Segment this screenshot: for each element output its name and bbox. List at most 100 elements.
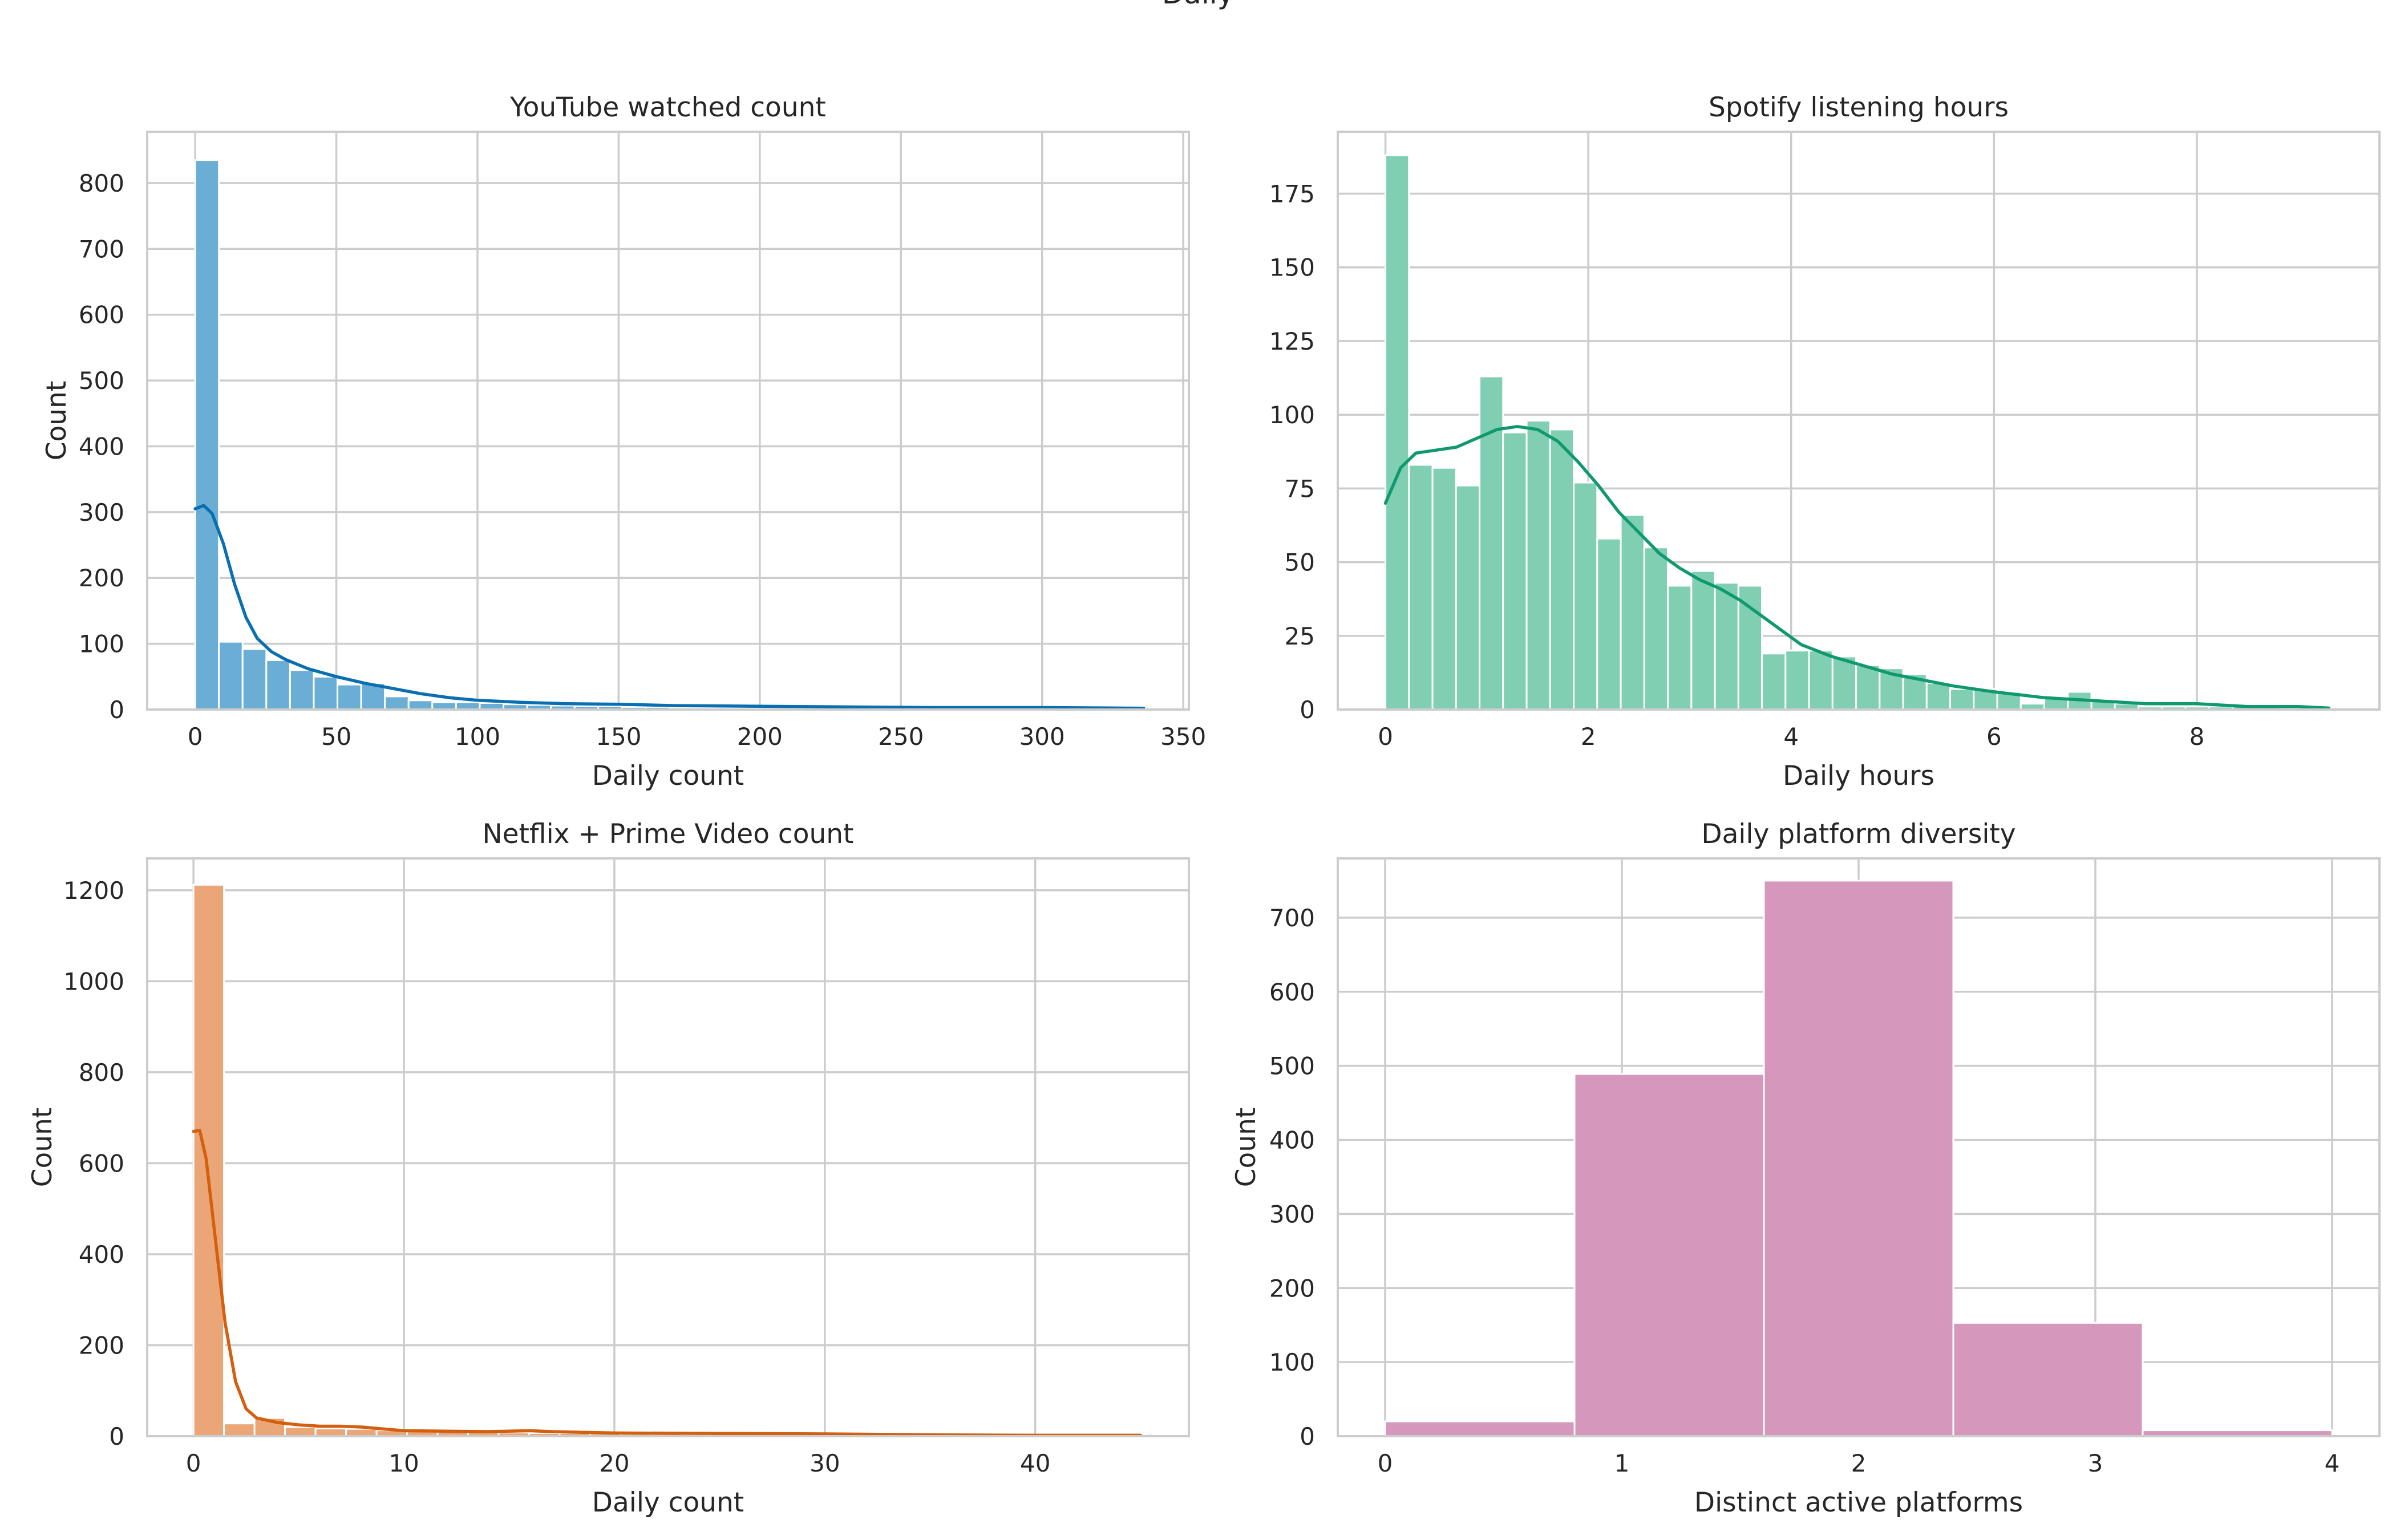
axes-frame: [146, 131, 1190, 711]
histogram-bar: [1952, 1322, 2144, 1437]
y-tick-label: 50: [1285, 549, 1315, 577]
x-tick-label: 1: [1614, 1449, 1630, 1477]
y-tick-label: 600: [79, 301, 124, 329]
histogram-bar: [337, 683, 362, 711]
histogram-bar: [1573, 1073, 1765, 1437]
histogram-bar: [314, 1427, 347, 1437]
kde-line: [193, 504, 1146, 710]
y-tick-label: 0: [1300, 1423, 1315, 1450]
bars: [192, 884, 1140, 1437]
y-tick-label: 75: [1285, 475, 1315, 502]
y-tick-label: 100: [1269, 1348, 1315, 1376]
histogram-bar: [1784, 650, 1810, 711]
figure-suptitle: Daily: [1162, 0, 1235, 10]
y-tick-label: 125: [1269, 327, 1315, 355]
x-tick-label: 200: [737, 723, 783, 751]
y-tick-label: 0: [1300, 696, 1315, 724]
histogram-bar: [1549, 428, 1575, 711]
histogram-bar: [1596, 537, 1622, 711]
histogram-bar: [1643, 546, 1669, 711]
y-axis-label: Count: [41, 381, 72, 461]
y-tick-label: 400: [1269, 1126, 1315, 1154]
histogram-bar: [1502, 431, 1528, 711]
y-tick-label: 200: [1269, 1274, 1315, 1302]
axes-frame: [146, 857, 1190, 1437]
y-tick-label: 1000: [63, 967, 124, 995]
y-tick-label: 300: [79, 499, 124, 526]
y-tick-label: 100: [1269, 401, 1315, 429]
y-tick-label: 400: [79, 432, 124, 460]
x-tick-label: 8: [2189, 723, 2205, 751]
y-tick-label: 200: [79, 1331, 124, 1359]
kde-line: [1383, 425, 2330, 710]
histogram-bar: [384, 695, 410, 711]
y-tick-label: 400: [79, 1241, 124, 1269]
x-tick-label: 20: [599, 1449, 629, 1477]
bars: [1385, 154, 2281, 711]
y-tick-label: 1200: [63, 877, 124, 905]
y-tick-label: 300: [1269, 1200, 1315, 1228]
y-tick-label: 500: [1269, 1052, 1315, 1080]
x-tick-label: 300: [1019, 723, 1065, 751]
y-tick-label: 600: [1269, 978, 1315, 1006]
histogram-bar: [284, 1426, 317, 1437]
x-tick-label: 3: [2088, 1449, 2103, 1477]
x-tick-label: 0: [186, 1449, 201, 1477]
chart-spotify: 0 2 4 6 8 0 25 50 75 100 125 150 175 Spotify listenin…: [41, 92, 2381, 792]
y-tick-label: 0: [109, 696, 124, 724]
histogram-bar: [265, 659, 291, 711]
x-tick-label: 0: [1378, 1449, 1393, 1477]
histogram-bar: [1479, 375, 1504, 711]
x-axis-label: Daily hours: [1783, 760, 1934, 792]
histogram-bar: [1667, 585, 1693, 711]
x-axis-label: Daily count: [592, 1487, 744, 1518]
histogram-bar: [1620, 514, 1645, 711]
axes-frame: [1337, 857, 2381, 1437]
bars: [1384, 880, 2333, 1437]
histogram-bar: [192, 884, 225, 1437]
y-tick-label: 100: [79, 630, 124, 658]
histogram-bar: [1408, 464, 1434, 711]
histogram-bar: [313, 675, 339, 711]
y-tick-label: 800: [79, 169, 124, 197]
x-tick-label: 4: [2325, 1449, 2340, 1477]
histogram-bar: [1763, 880, 1954, 1437]
x-tick-label: 250: [878, 723, 924, 751]
x-axis-label: Distinct active platforms: [1694, 1487, 2023, 1518]
histogram-bar: [194, 159, 220, 711]
histogram-bar: [223, 1423, 256, 1437]
x-tick-label: 2: [1581, 723, 1596, 751]
x-tick-label: 2: [1851, 1449, 1867, 1477]
y-tick-label: 800: [79, 1059, 124, 1087]
histogram-bar: [1761, 653, 1787, 711]
bars: [194, 159, 1145, 711]
x-tick-label: 0: [1378, 723, 1393, 751]
histogram-bar: [1714, 582, 1739, 711]
x-tick-label: 0: [188, 723, 203, 751]
y-axis-label: Count: [1231, 1108, 1262, 1188]
x-tick-label: 30: [810, 1449, 840, 1477]
chart-youtube: 0 50 100 150 200 250 300 350 0 100 200 300 400 500 600…: [41, 92, 1206, 792]
chart-title: YouTube watched count: [509, 92, 826, 123]
y-tick-label: 175: [1269, 180, 1315, 208]
x-tick-label: 10: [388, 1449, 419, 1477]
histogram-bar: [1925, 682, 1952, 711]
chart-title: Daily platform diversity: [1701, 818, 2015, 850]
histogram-bar: [1385, 154, 1410, 711]
histogram-bar: [1690, 570, 1716, 711]
y-axis-label: Count: [41, 381, 72, 461]
y-tick-label: 25: [1285, 622, 1315, 650]
histogram-bar: [241, 648, 268, 711]
x-tick-label: 40: [1020, 1449, 1050, 1477]
chart-title: Spotify listening hours: [1709, 92, 2009, 123]
y-tick-label: 200: [79, 564, 124, 592]
histogram-bar: [218, 641, 244, 711]
histogram-bar: [1455, 484, 1481, 711]
x-tick-label: 50: [321, 723, 351, 751]
histogram-bar: [407, 699, 434, 711]
histogram-bar: [1808, 650, 1834, 711]
x-tick-label: 6: [1986, 723, 2002, 751]
histogram-bar: [1525, 420, 1551, 711]
